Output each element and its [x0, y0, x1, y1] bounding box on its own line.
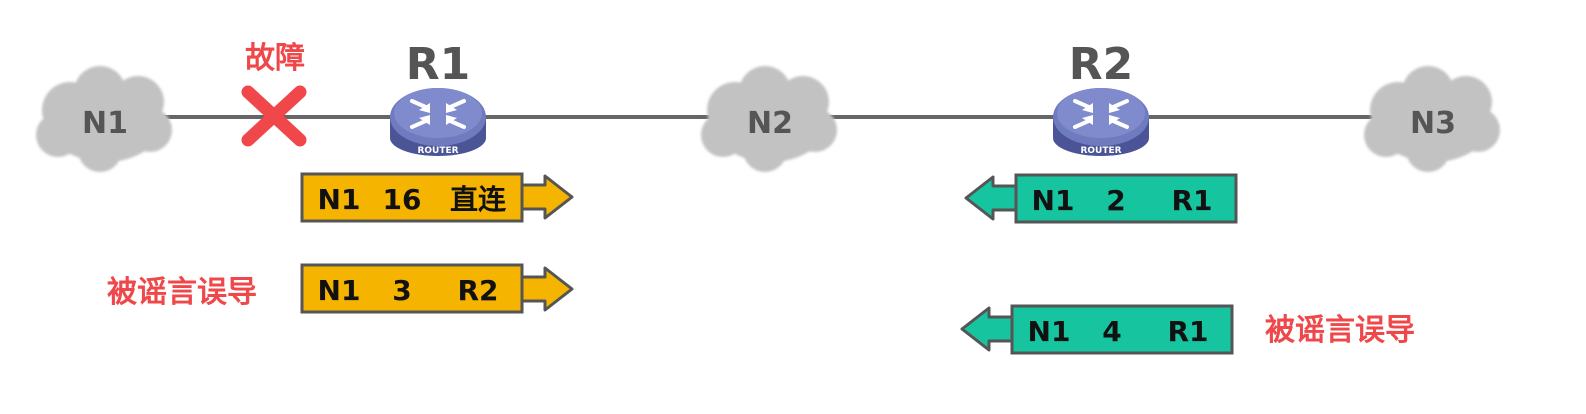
- n2-label: N2: [747, 106, 793, 141]
- router-r2-icon: ROUTER: [1053, 88, 1149, 156]
- n1-label: N1: [82, 106, 128, 141]
- cloud-n2: N2: [701, 66, 837, 172]
- r1-entry-2-distance: 3: [392, 274, 411, 307]
- r1-entry-2-network: N1: [318, 274, 361, 307]
- r2-entry-1-distance: 2: [1106, 184, 1125, 217]
- n3-label: N3: [1410, 106, 1456, 141]
- r1-name: R1: [406, 39, 471, 90]
- cloud-n1: N1: [36, 66, 172, 172]
- cloud-n3: N3: [1364, 66, 1500, 172]
- r2-entry-1-next-hop: R1: [1171, 184, 1212, 217]
- r2-entry-2-distance: 4: [1102, 315, 1121, 348]
- fault-label: 故障: [245, 41, 305, 76]
- fault-cross-icon: [241, 85, 307, 147]
- r2-entry-1-network: N1: [1032, 184, 1075, 217]
- router-r1-icon: ROUTER: [390, 88, 486, 156]
- r2-route-entry-1: N1 2 R1: [964, 173, 1238, 224]
- r2-entry-2-network: N1: [1028, 315, 1071, 348]
- r1-entry-1-next-hop: 直连: [450, 183, 507, 216]
- r2-caption: ROUTER: [1080, 146, 1121, 156]
- r1-route-entry-2: N1 3 R2: [300, 263, 574, 314]
- r1-entry-2-next-hop: R2: [457, 274, 498, 307]
- r1-entry-1-distance: 16: [383, 183, 422, 216]
- r1-route-entry-1: N1 16 直连: [300, 172, 574, 223]
- r2-name: R2: [1069, 39, 1134, 90]
- r1-caption: ROUTER: [417, 146, 458, 156]
- r2-entry-2-next-hop: R1: [1167, 315, 1208, 348]
- r2-misled-label: 被谣言误导: [1265, 313, 1415, 348]
- r1-entry-1-network: N1: [318, 183, 361, 216]
- r2-route-entry-2: N1 4 R1: [960, 304, 1234, 355]
- r1-misled-label: 被谣言误导: [107, 275, 257, 310]
